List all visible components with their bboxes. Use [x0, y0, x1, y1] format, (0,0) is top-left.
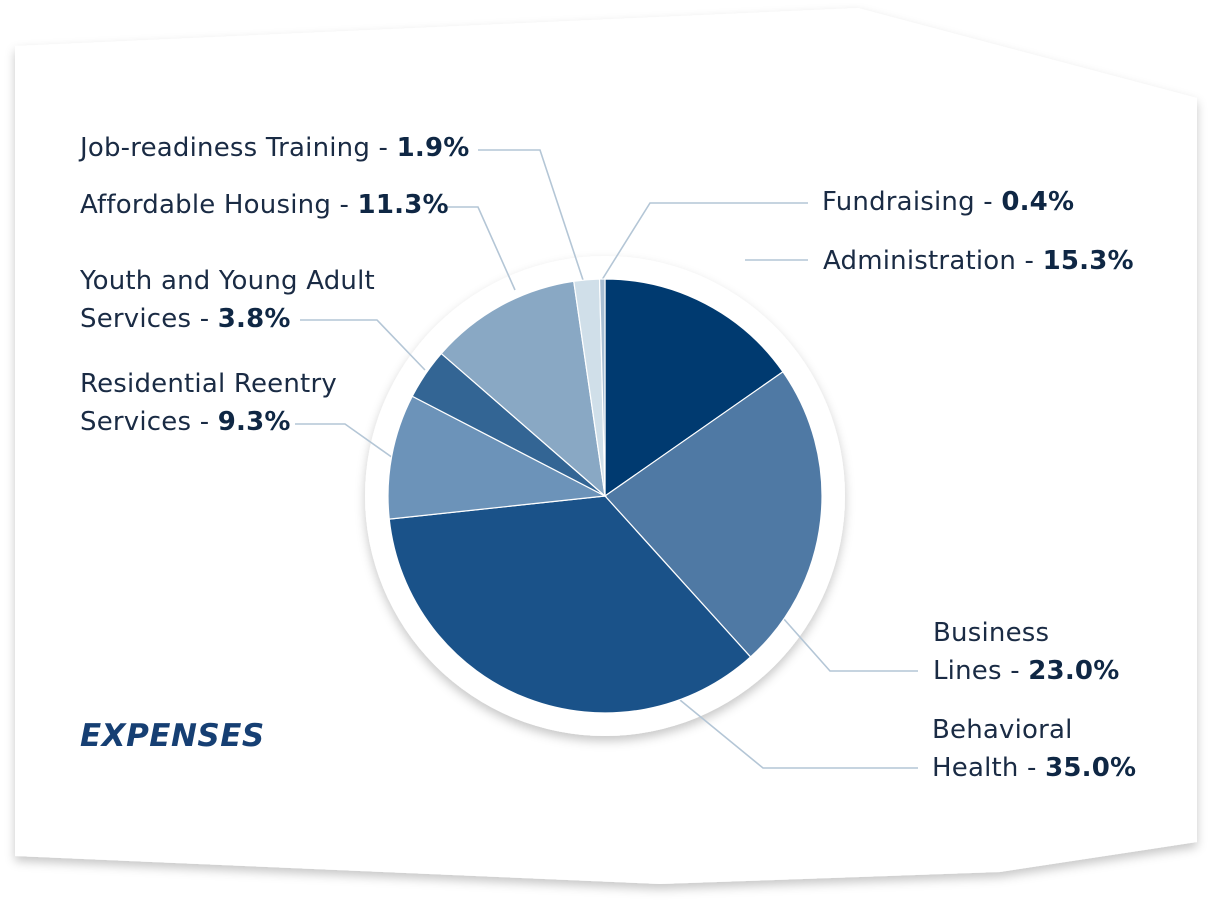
pie-slice-7 — [598, 278, 606, 497]
leader-line-3 — [295, 423, 394, 459]
slice-label-text: Fundraising — [822, 187, 975, 217]
leader-line-7 — [599, 202, 808, 284]
leader-line-5 — [445, 206, 516, 291]
slice-label-5: Affordable Housing - 11.3% — [80, 186, 449, 224]
slice-label-separator: - — [370, 133, 397, 163]
pie-slice-2 — [388, 495, 752, 714]
pie-slice-3 — [387, 395, 608, 520]
slice-label-line: Health - 35.0% — [932, 749, 1136, 787]
slice-value-label: 35.0% — [1045, 753, 1137, 783]
slice-label-text: Affordable Housing — [80, 190, 332, 220]
slice-label-text: Job-readiness Training — [80, 133, 371, 163]
slice-label-separator: - — [1018, 753, 1046, 783]
slice-label-line: Affordable Housing - 11.3% — [80, 186, 449, 224]
slice-label-line: Job-readiness Training - 1.9% — [80, 129, 470, 167]
slice-label-4: Youth and Young Adult Services - 3.8% — [80, 262, 375, 338]
slice-label-line: Fundraising - 0.4% — [822, 183, 1074, 221]
slice-value-label: 15.3% — [1042, 246, 1134, 276]
slice-label-text: Health — [932, 753, 1019, 783]
slice-label-line: Lines - 23.0% — [933, 652, 1119, 690]
slice-label-3: Residential Reentry Services - 9.3% — [80, 365, 337, 441]
slice-label-text: Behavioral — [932, 715, 1073, 745]
slice-label-separator: - — [1001, 656, 1029, 686]
chart-title: EXPENSES — [80, 718, 265, 754]
slice-label-line: Business — [933, 614, 1119, 652]
slice-label-text: Residential Reentry — [80, 369, 337, 399]
slice-label-text: Services — [80, 407, 192, 437]
slice-value-label: 0.4% — [1001, 187, 1075, 217]
slice-label-line: Services - 3.8% — [80, 300, 375, 338]
pie-slice-0 — [604, 278, 784, 498]
leader-line-1 — [782, 617, 918, 672]
slice-label-2: Behavioral Health - 35.0% — [932, 711, 1136, 787]
leader-lines — [295, 149, 918, 769]
slice-label-text: Business — [933, 618, 1050, 648]
slice-label-separator: - — [974, 187, 1002, 217]
pie-slice-5 — [440, 280, 606, 498]
slice-value-label: 1.9% — [396, 133, 470, 163]
slice-label-line: Residential Reentry — [80, 365, 337, 403]
slice-value-label: 9.3% — [217, 407, 291, 437]
slice-label-text: Services — [80, 304, 192, 334]
slice-label-0: Administration - 15.3% — [823, 242, 1134, 280]
leader-line-2 — [679, 699, 918, 769]
pie-slice-1 — [604, 370, 823, 658]
slice-label-separator: - — [191, 407, 218, 437]
slice-label-text: Administration — [823, 246, 1017, 276]
slice-label-line: Services - 9.3% — [80, 403, 337, 441]
slice-label-text: Lines — [933, 656, 1002, 686]
leader-line-4 — [300, 319, 426, 371]
slice-label-separator: - — [191, 304, 218, 334]
slice-label-6: Job-readiness Training - 1.9% — [80, 129, 470, 167]
slice-label-7: Fundraising - 0.4% — [822, 183, 1074, 221]
pie-slices — [387, 278, 823, 714]
slice-label-line: Youth and Young Adult — [80, 262, 375, 300]
slice-label-separator: - — [1016, 246, 1043, 276]
slice-value-label: 3.8% — [217, 304, 291, 334]
slice-value-label: 23.0% — [1028, 656, 1120, 686]
slice-label-line: Administration - 15.3% — [823, 242, 1134, 280]
leader-line-6 — [478, 149, 585, 284]
slice-label-line: Behavioral — [932, 711, 1136, 749]
slice-label-text: Youth and Young Adult — [80, 266, 375, 296]
slice-value-label: 11.3% — [357, 190, 449, 220]
slice-label-separator: - — [331, 190, 358, 220]
slice-label-1: Business Lines - 23.0% — [933, 614, 1119, 690]
